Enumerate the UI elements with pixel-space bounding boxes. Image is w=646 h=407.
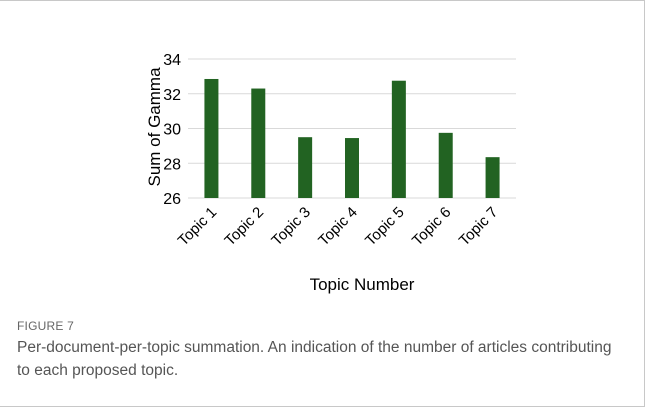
bar-topic-4 [345, 138, 359, 198]
bar-topic-5 [391, 80, 406, 198]
bars [204, 78, 500, 198]
x-tick-label: Topic 4 [315, 204, 361, 250]
bar-topic-3 [298, 137, 313, 198]
bar-topic-6 [438, 132, 453, 198]
y-tick-label: 30 [163, 122, 181, 139]
bar-topic-2 [251, 88, 266, 198]
x-tick-label: Topic 3 [268, 204, 314, 250]
bar-topic-1 [204, 78, 219, 198]
y-tick-label: 28 [163, 156, 181, 173]
x-tick-label: Topic 2 [221, 204, 267, 250]
figure-label: FIGURE 7 [17, 319, 74, 333]
figure-caption: Per-document-per-topic summation. An ind… [17, 339, 612, 379]
x-tick-label: Topic 1 [175, 204, 221, 250]
x-tick-label: Topic 5 [362, 204, 408, 250]
y-tick-label: 34 [163, 52, 181, 69]
x-tick-label: Topic 6 [409, 204, 455, 250]
y-axis-ticks: 26 28 30 32 34 [163, 52, 181, 208]
y-tick-label: 32 [163, 87, 181, 104]
x-axis-title: Topic Number [310, 275, 415, 294]
x-tick-label: Topic 7 [456, 204, 502, 250]
y-tick-label: 26 [163, 191, 181, 208]
x-axis-ticks: Topic 1 Topic 2 Topic 3 Topic 4 Topic 5 Topic… [175, 204, 502, 250]
y-axis-title: Sum of Gamma [145, 67, 164, 187]
bar-topic-7 [485, 157, 500, 198]
